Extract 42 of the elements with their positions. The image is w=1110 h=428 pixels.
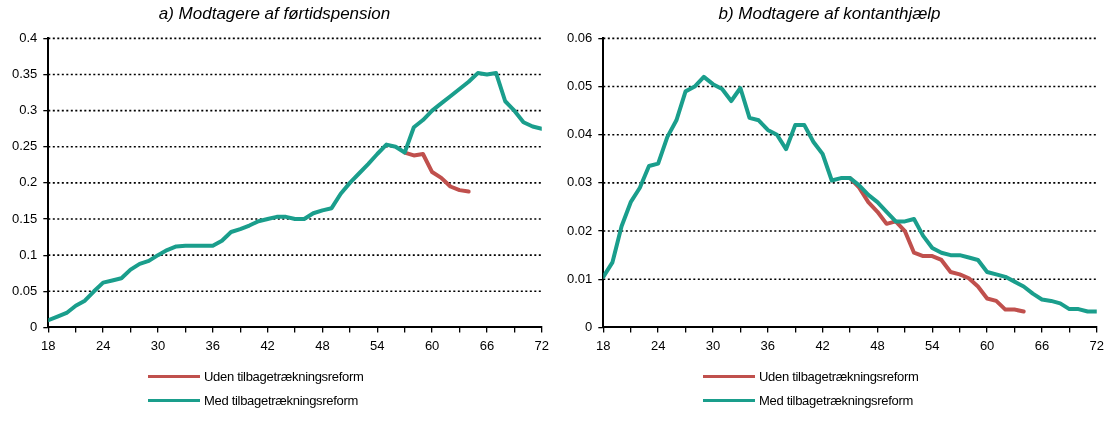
- y-tick-label: 0.01: [566, 270, 593, 286]
- x-tick-label: 24: [95, 337, 111, 353]
- y-tick-label: 0.06: [566, 29, 593, 45]
- x-tick-label: 54: [925, 337, 940, 353]
- x-tick-label: 72: [534, 337, 549, 353]
- x-tick-label: 42: [815, 337, 830, 353]
- y-tick-label: 0.03: [566, 174, 593, 190]
- y-tick-label: 0.25: [11, 138, 38, 154]
- y-tick-label: 0.02: [566, 222, 593, 238]
- x-tick-label: 48: [315, 337, 330, 353]
- x-tick-label: 60: [424, 337, 440, 353]
- x-tick-label: 18: [41, 337, 56, 353]
- y-tick-label: 0: [30, 318, 38, 334]
- x-tick-label: 30: [705, 337, 721, 353]
- x-tick-label: 36: [760, 337, 776, 353]
- x-tick-label: 24: [650, 337, 666, 353]
- x-tick-label: 48: [870, 337, 885, 353]
- legend-label: Med tilbagetrækningsreform: [759, 392, 914, 408]
- y-tick-label: 0.2: [19, 174, 38, 190]
- x-tick-label: 18: [596, 337, 611, 353]
- legend-label: Uden tilbagetrækningsreform: [204, 368, 364, 384]
- chart-title: b) Modtagere af kontanthjælp: [718, 3, 941, 23]
- chart-title: a) Modtagere af førtidspension: [158, 3, 391, 23]
- y-tick-label: 0.15: [11, 210, 38, 226]
- x-tick-label: 60: [979, 337, 995, 353]
- x-tick-label: 66: [1034, 337, 1050, 353]
- y-tick-label: 0.35: [11, 66, 38, 82]
- x-tick-label: 30: [150, 337, 166, 353]
- y-tick-label: 0.05: [566, 78, 593, 94]
- y-tick-label: 0.04: [566, 126, 593, 142]
- legend-label: Med tilbagetrækningsreform: [204, 392, 359, 408]
- y-tick-label: 0.05: [11, 282, 38, 298]
- x-tick-label: 42: [260, 337, 275, 353]
- x-tick-label: 54: [370, 337, 385, 353]
- legend-label: Uden tilbagetrækningsreform: [759, 368, 919, 384]
- x-tick-label: 72: [1089, 337, 1104, 353]
- y-tick-label: 0.3: [19, 102, 38, 118]
- x-tick-label: 66: [479, 337, 495, 353]
- y-tick-label: 0.1: [19, 246, 38, 262]
- x-tick-label: 36: [205, 337, 221, 353]
- y-tick-label: 0: [585, 318, 593, 334]
- y-tick-label: 0.4: [19, 29, 38, 45]
